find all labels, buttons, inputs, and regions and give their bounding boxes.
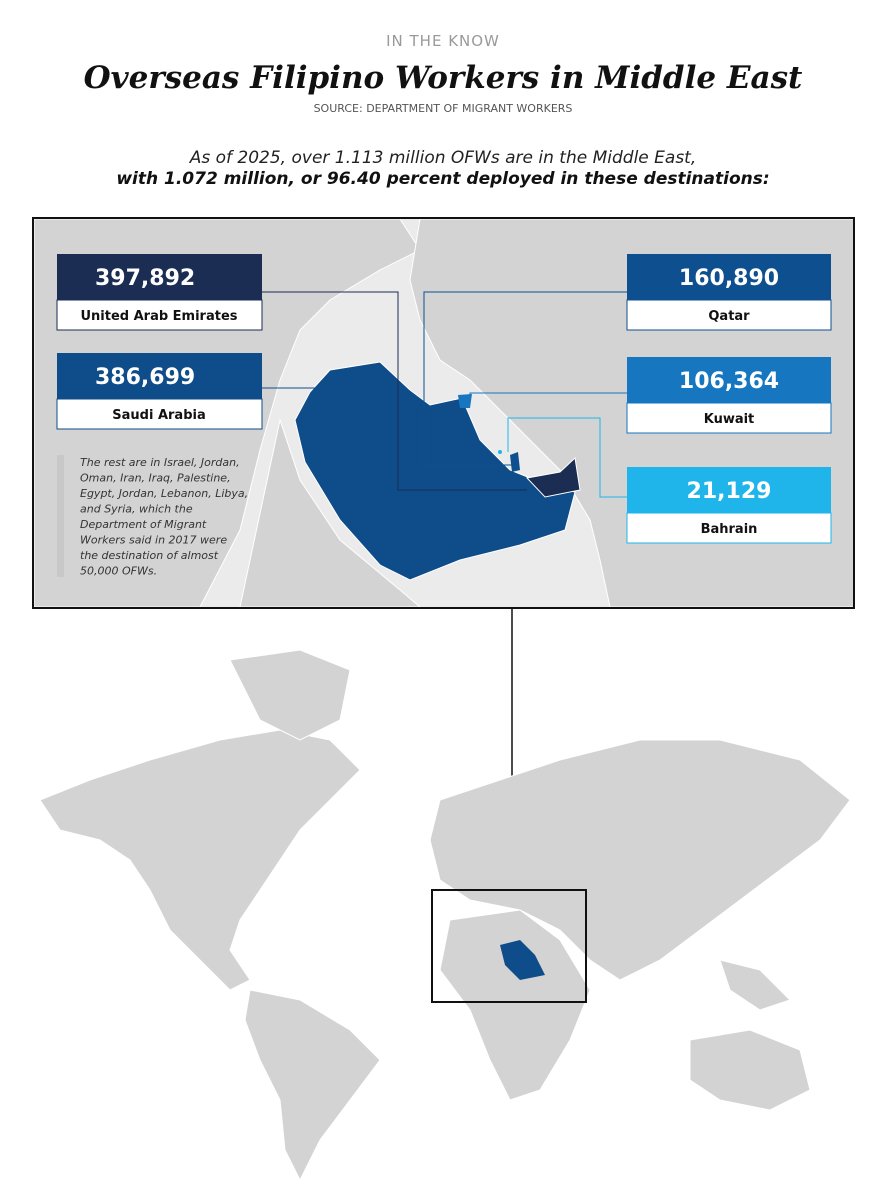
note-line: 50,000 OFWs. bbox=[80, 565, 157, 578]
callout: 386,699 Saudi Arabia bbox=[56, 353, 263, 430]
note-line: the destination of almost bbox=[80, 549, 219, 562]
country: Saudi Arabia bbox=[112, 408, 205, 423]
value: 106,364 bbox=[679, 369, 779, 394]
note-line: Oman, Iran, Iraq, Palestine, bbox=[80, 472, 231, 485]
world-map bbox=[39, 649, 851, 1182]
note: The rest are in Israel, Jordan, Oman, Ira… bbox=[80, 456, 248, 578]
callout: 397,892 United Arab Emirates bbox=[56, 254, 263, 331]
intro-line: As of 2025, over 1.113 million OFWs are … bbox=[189, 148, 697, 168]
callout: 160,890 Qatar bbox=[626, 254, 832, 331]
callout: 21,129 Bahrain bbox=[626, 467, 832, 544]
note-line: Workers said in 2017 were bbox=[80, 534, 227, 547]
note-line: and Syria, which the bbox=[80, 503, 193, 516]
note-line: The rest are in Israel, Jordan, bbox=[80, 456, 240, 469]
note-line: Egypt, Jordan, Lebanon, Libya, bbox=[80, 487, 248, 500]
country: Qatar bbox=[708, 309, 750, 324]
value: 397,892 bbox=[95, 266, 195, 291]
title: Overseas Filipino Workers in Middle East bbox=[84, 60, 803, 96]
country: Kuwait bbox=[704, 412, 755, 427]
source: SOURCE: DEPARTMENT OF MIGRANT WORKERS bbox=[314, 102, 573, 115]
note-line: Department of Migrant bbox=[80, 518, 207, 531]
country: Bahrain bbox=[701, 522, 758, 537]
intro-line: with 1.072 million, or 96.40 percent dep… bbox=[116, 169, 769, 189]
note-bar bbox=[57, 455, 64, 577]
kicker: IN THE KNOW bbox=[386, 32, 500, 50]
callout: 106,364 Kuwait bbox=[626, 357, 832, 434]
value: 386,699 bbox=[95, 365, 195, 390]
country: United Arab Emirates bbox=[80, 309, 237, 324]
value: 160,890 bbox=[679, 266, 779, 291]
value: 21,129 bbox=[687, 479, 772, 504]
